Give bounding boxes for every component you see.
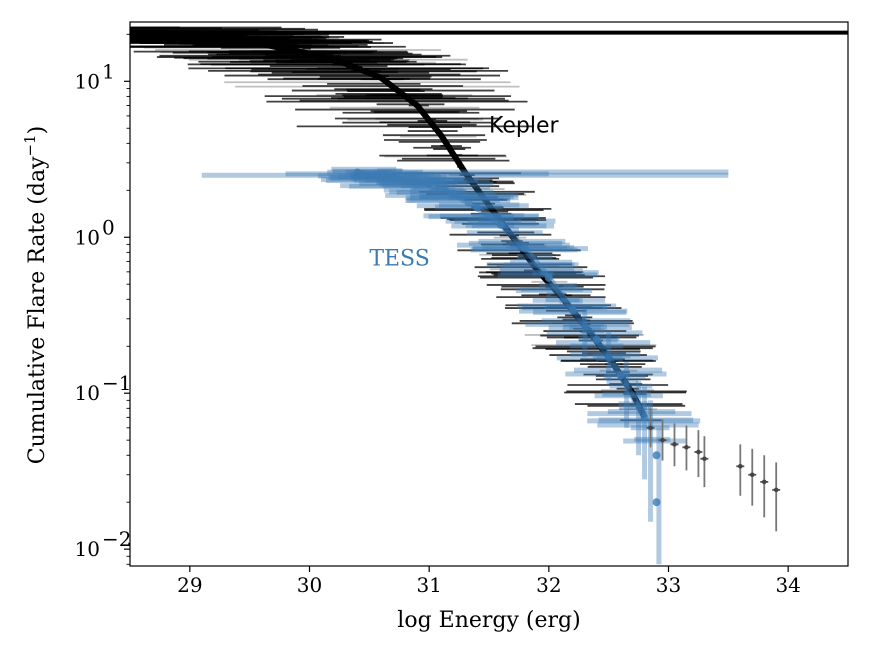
x-tick-label: 30 [297,573,322,597]
y-axis-label-tail: ) [25,126,50,135]
tess-point [652,451,661,460]
kepler-point [761,479,767,485]
y-tick-exponent: −1 [102,371,131,395]
kepler-point [660,437,665,443]
kepler-point [684,444,689,450]
tess-curve [356,169,648,419]
x-tick-label: 32 [536,573,561,597]
y-axis-label-exponent: −1 [21,134,39,156]
x-tick-label: 31 [416,573,441,597]
x-tick-label: 34 [775,573,800,597]
kepler-point [773,487,779,493]
y-axis-label-main: Cumulative Flare Rate (day [25,156,50,464]
kepler-point [749,472,755,478]
y-tick-label: 10 [75,381,100,405]
y-tick-label: 10 [75,537,100,561]
plot-frame [129,21,849,567]
x-axis: 29 30 31 32 33 34 [177,566,801,597]
kepler-point [738,463,743,469]
x-tick-label: 33 [656,573,681,597]
kepler-point [672,442,677,447]
plot-area [130,26,848,565]
y-tick-exponent: 0 [102,215,115,239]
tess-series [201,166,729,565]
x-tick-label: 29 [177,573,202,597]
kepler-point [696,449,701,455]
y-tick-label: 10 [75,69,100,93]
y-tick-exponent: −2 [102,527,131,551]
y-tick-exponent: 1 [102,59,115,83]
kepler-series-label: Kepler [489,113,559,138]
y-tick-label: 10 [75,225,100,249]
kepler-series [130,26,848,422]
kepler-point [702,456,707,462]
tess-series-label: TESS [369,247,430,272]
y-axis-label: Cumulative Flare Rate (day−1) [21,126,50,464]
tess-point [652,498,661,507]
kepler-point [648,425,653,431]
kepler-tail [646,408,781,532]
x-axis-label: log Energy (erg) [397,608,580,633]
